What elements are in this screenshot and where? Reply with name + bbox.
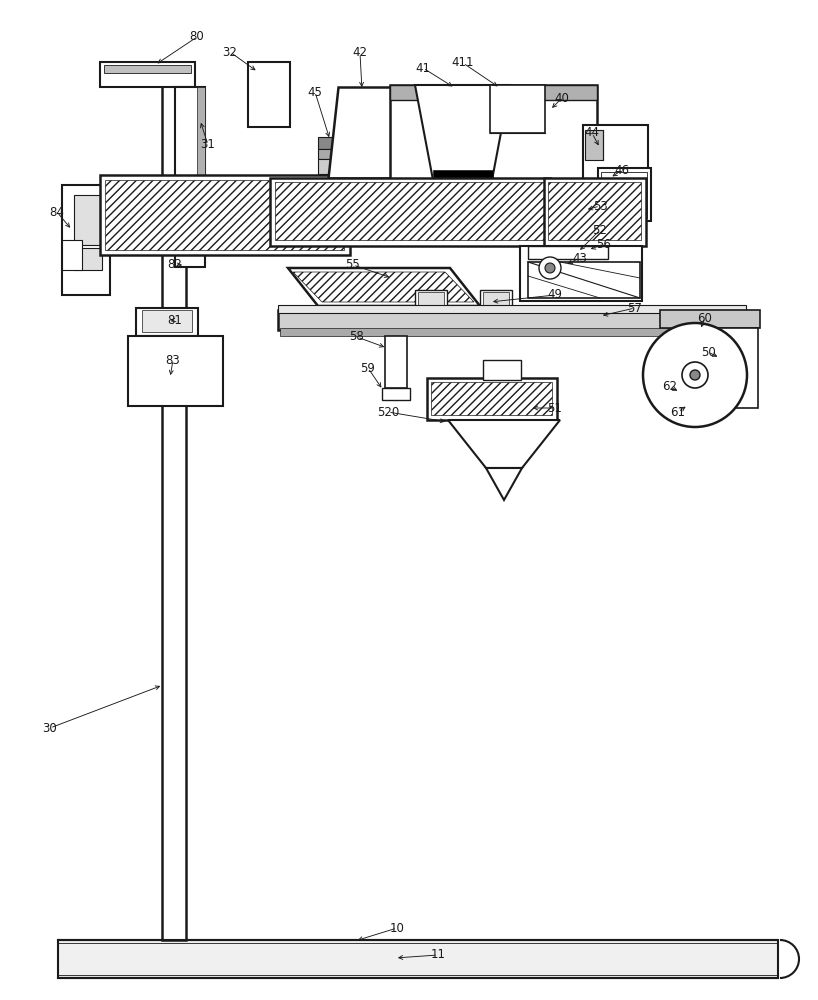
Text: 42: 42 [353, 46, 367, 60]
Text: 53: 53 [592, 200, 608, 213]
Bar [142, 310, 192, 332]
Bar [427, 378, 557, 420]
Circle shape [545, 263, 555, 273]
Bar [660, 310, 760, 328]
Text: 32: 32 [222, 45, 237, 58]
Bar [128, 336, 223, 406]
Polygon shape [288, 268, 480, 306]
Polygon shape [448, 420, 560, 468]
Bar [583, 125, 648, 185]
Bar [74, 248, 102, 270]
Bar [382, 388, 410, 400]
Text: 59: 59 [361, 361, 375, 374]
Bar [318, 159, 370, 174]
Bar [585, 130, 603, 160]
Text: 49: 49 [547, 288, 563, 302]
Text: 45: 45 [308, 86, 322, 99]
Bar [390, 85, 597, 180]
Circle shape [539, 257, 561, 279]
Polygon shape [105, 180, 344, 250]
Bar [480, 290, 512, 310]
Bar [197, 87, 205, 177]
Polygon shape [528, 262, 640, 298]
Text: 60: 60 [698, 312, 712, 324]
Text: 41: 41 [416, 62, 430, 75]
Text: 80: 80 [190, 30, 204, 43]
Bar [278, 310, 746, 330]
Bar [490, 85, 545, 133]
Bar [100, 175, 350, 255]
Bar [278, 305, 746, 313]
Bar [483, 292, 509, 308]
Text: 10: 10 [389, 922, 404, 934]
Bar [280, 328, 744, 336]
Text: 11: 11 [430, 948, 446, 962]
Text: 62: 62 [663, 380, 677, 393]
Text: 520: 520 [377, 406, 399, 418]
Polygon shape [415, 85, 510, 180]
Bar [270, 178, 550, 246]
Text: 40: 40 [555, 92, 569, 104]
Bar [544, 178, 646, 246]
Text: 82: 82 [168, 258, 182, 271]
Bar [318, 137, 370, 149]
Bar [385, 336, 407, 388]
Bar [136, 308, 198, 336]
Polygon shape [431, 382, 552, 415]
Bar [100, 62, 195, 87]
Text: 52: 52 [592, 224, 608, 236]
Bar [433, 170, 493, 185]
Polygon shape [548, 182, 641, 240]
Text: 411: 411 [452, 56, 474, 70]
Text: 31: 31 [200, 138, 215, 151]
Text: 58: 58 [349, 330, 364, 344]
Bar [390, 85, 597, 100]
Bar [58, 940, 778, 978]
Text: 61: 61 [671, 406, 685, 418]
Circle shape [643, 323, 747, 427]
Text: 50: 50 [701, 346, 716, 359]
Bar [415, 290, 447, 310]
Bar [175, 87, 205, 267]
Text: 46: 46 [614, 163, 630, 176]
Polygon shape [486, 468, 522, 500]
Bar [718, 328, 758, 408]
Bar [528, 246, 608, 259]
Bar [418, 292, 444, 308]
Text: 30: 30 [43, 722, 57, 734]
Text: 56: 56 [596, 237, 611, 250]
Bar [483, 360, 521, 380]
Text: 43: 43 [573, 251, 587, 264]
Bar [104, 65, 191, 73]
Bar [62, 240, 82, 270]
Bar [318, 149, 370, 159]
Polygon shape [328, 87, 400, 178]
Bar [685, 398, 707, 418]
Text: 57: 57 [627, 302, 642, 314]
Polygon shape [275, 182, 544, 240]
Bar [74, 195, 102, 245]
Bar [62, 185, 110, 295]
Bar [162, 65, 186, 940]
Bar [601, 172, 647, 218]
Circle shape [682, 362, 708, 388]
Text: 51: 51 [547, 401, 563, 414]
Polygon shape [293, 272, 474, 302]
Text: 44: 44 [585, 126, 600, 139]
Circle shape [690, 370, 700, 380]
Bar [598, 168, 651, 221]
Bar [248, 62, 290, 127]
Text: 84: 84 [50, 206, 65, 219]
Bar [520, 246, 642, 301]
Text: 81: 81 [168, 314, 182, 326]
Text: 83: 83 [165, 354, 181, 366]
Text: 55: 55 [346, 258, 361, 271]
